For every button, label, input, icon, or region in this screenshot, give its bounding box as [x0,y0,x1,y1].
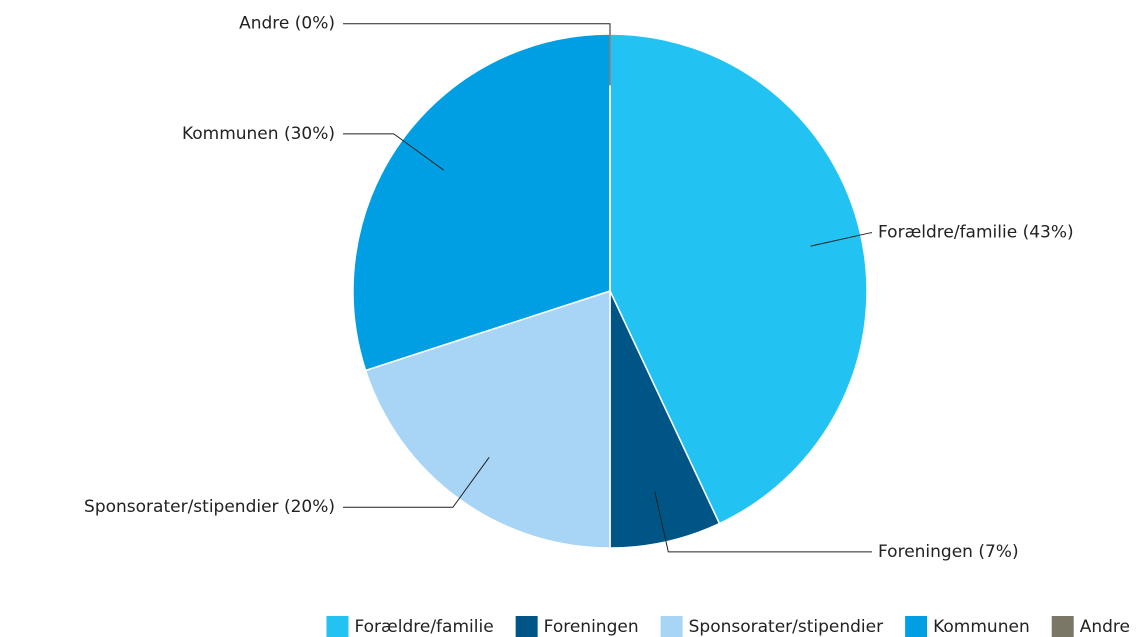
legend-label: Sponsorater/stipendier [689,617,884,637]
leader-line [343,457,490,508]
legend-swatch [905,616,928,637]
leader-line [810,232,872,247]
legend-label: Foreningen [544,617,639,637]
legend-swatch [660,616,683,637]
legend-label: Kommunen [933,617,1030,637]
data-label: Foreningen (7%) [878,542,1019,562]
legend-swatch [326,616,349,637]
data-label: Kommunen (30%) [182,124,335,144]
data-label: Sponsorater/stipendier (20%) [84,497,335,517]
leader-line [343,133,444,171]
data-label: Andre (0%) [239,14,335,34]
data-label: Forældre/familie (43%) [878,223,1074,243]
legend-swatch [1051,616,1074,637]
legend-label: Andre [1080,617,1130,637]
legend-swatch [515,616,538,637]
leader-line [343,23,611,86]
leader-line [654,491,872,553]
legend-label: Forældre/familie [354,617,493,637]
